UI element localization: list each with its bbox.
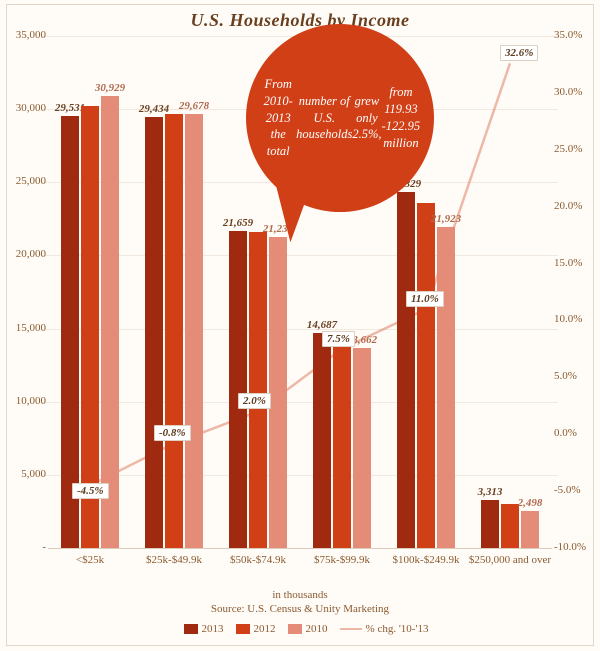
- gridline: [42, 255, 558, 256]
- line-point-label: 7.5%: [322, 331, 355, 347]
- bar-2013: [397, 192, 415, 548]
- bar-2013: [313, 333, 331, 548]
- line-point-label: -4.5%: [72, 483, 109, 499]
- y1-tick-label: 35,000: [2, 29, 46, 41]
- legend-swatch: [184, 624, 198, 634]
- y2-tick-label: 5.0%: [554, 370, 598, 382]
- legend-swatch: [236, 624, 250, 634]
- bar-2012: [249, 232, 267, 548]
- x-tick-label: $75k-$99.9k: [300, 554, 384, 567]
- x-tick-label: $100k-$249.9k: [384, 554, 468, 567]
- x-tick-label: $250,000 and over: [468, 554, 552, 567]
- bar-2013: [229, 231, 247, 548]
- bar-value-label: 21,659: [218, 217, 258, 229]
- y2-tick-label: 15.0%: [554, 257, 598, 269]
- bar-2012: [417, 203, 435, 548]
- y2-tick-label: -10.0%: [554, 541, 598, 553]
- bar-2010: [521, 511, 539, 548]
- bar-2013: [481, 500, 499, 548]
- y2-tick-label: 25.0%: [554, 143, 598, 155]
- bar-2012: [165, 114, 183, 548]
- bar-2012: [501, 504, 519, 548]
- gridline: [42, 329, 558, 330]
- legend-label: 2013: [202, 623, 224, 635]
- bar-2012: [333, 340, 351, 548]
- y2-tick-label: 35.0%: [554, 29, 598, 41]
- y1-tick-label: 30,000: [2, 102, 46, 114]
- y2-tick-label: 20.0%: [554, 200, 598, 212]
- bar-2012: [81, 106, 99, 548]
- y1-tick-label: 25,000: [2, 175, 46, 187]
- y1-tick-label: 5,000: [2, 468, 46, 480]
- x-tick-label: <$25k: [48, 554, 132, 567]
- line-point-label: 32.6%: [500, 45, 538, 61]
- y2-tick-label: -5.0%: [554, 484, 598, 496]
- bar-2013: [145, 117, 163, 548]
- legend-swatch: [288, 624, 302, 634]
- line-point-label: -0.8%: [154, 425, 191, 441]
- bar-value-label: 21,923: [426, 213, 466, 225]
- y1-tick-label: -: [2, 541, 46, 553]
- legend-label: 2012: [254, 623, 276, 635]
- bar-value-label: 3,313: [470, 486, 510, 498]
- gridline: [42, 402, 558, 403]
- y1-tick-label: 10,000: [2, 395, 46, 407]
- x-tick-label: $50k-$74.9k: [216, 554, 300, 567]
- legend-label: 2010: [306, 623, 328, 635]
- legend-line-swatch: [340, 624, 362, 634]
- bar-2010: [269, 237, 287, 548]
- bar-value-label: 14,687: [302, 319, 342, 331]
- subcaption-units: in thousands: [0, 589, 600, 601]
- x-tick-label: $25k-$49.9k: [132, 554, 216, 567]
- bar-value-label: 30,929: [90, 82, 130, 94]
- y1-tick-label: 20,000: [2, 248, 46, 260]
- y2-tick-label: 10.0%: [554, 313, 598, 325]
- line-point-label: 2.0%: [238, 393, 271, 409]
- bar-2010: [101, 96, 119, 548]
- chart-title: U.S. Households by Income: [0, 10, 600, 31]
- legend: 2013 2012 2010 % chg. '10-'13: [0, 623, 600, 635]
- gridline: [42, 475, 558, 476]
- bar-value-label: 2,498: [510, 497, 550, 509]
- y1-tick-label: 15,000: [2, 322, 46, 334]
- legend-label: % chg. '10-'13: [366, 623, 429, 635]
- y2-tick-label: 30.0%: [554, 86, 598, 98]
- bar-2010: [353, 348, 371, 548]
- subcaption-source: Source: U.S. Census & Unity Marketing: [0, 603, 600, 615]
- bar-2010: [437, 227, 455, 548]
- line-point-label: 11.0%: [406, 291, 444, 307]
- y2-tick-label: 0.0%: [554, 427, 598, 439]
- bar-value-label: 29,678: [174, 100, 214, 112]
- bar-2010: [185, 114, 203, 548]
